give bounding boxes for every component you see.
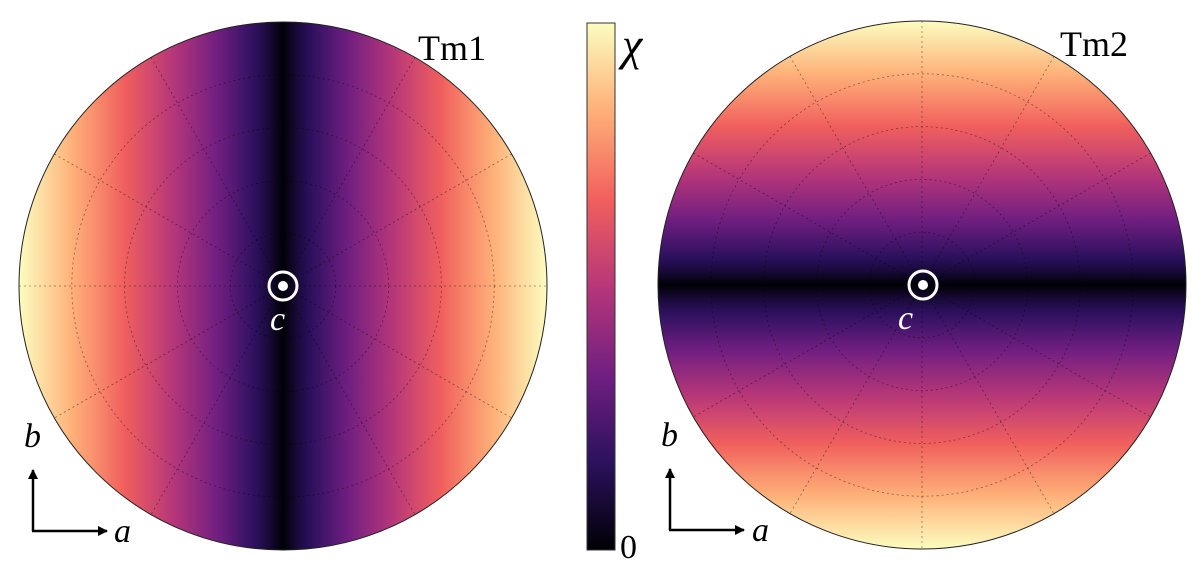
tm1-axes-indicator: b a [24, 418, 131, 550]
tm1-c-axis-symbol [267, 270, 299, 302]
colorbar-min-label: 0 [620, 529, 637, 566]
tm2-center-label: c [898, 300, 913, 337]
tm2-grid-ring-1 [868, 231, 976, 339]
tm1-disc-outline [18, 21, 548, 551]
tm2-grid-ring-3 [763, 126, 1081, 444]
tm2-title: Tm2 [1060, 24, 1128, 64]
colorbar: χ 0 [586, 19, 644, 566]
tm2-a-label: a [752, 512, 769, 549]
tm1-grid-ring-3 [124, 127, 442, 445]
tm1-b-label: b [24, 418, 41, 455]
tm2-polar-grid [658, 21, 1186, 549]
tm2-c-axis-symbol [907, 269, 939, 301]
tm1-grid-ring-1 [229, 232, 337, 340]
tm2-disc-outline [657, 20, 1187, 550]
tm2-grid-spoke-30 [693, 152, 1151, 418]
tm2-grid-ring-2 [816, 178, 1029, 391]
colorbar-gradient [586, 22, 616, 551]
tm2-grid-ring-4 [710, 73, 1134, 497]
tm1-title: Tm1 [418, 28, 486, 68]
tm1-polar-grid [19, 22, 547, 550]
panel-tm1: Tm1 c b a [18, 21, 548, 551]
tm1-center-label: c [270, 301, 285, 338]
tm2-axes-indicator: b a [661, 417, 769, 549]
panel-tm2: Tm2 c b a [657, 20, 1187, 550]
tm1-a-label: a [114, 513, 131, 550]
colorbar-symbol: χ [618, 19, 644, 70]
tm2-b-label: b [661, 417, 678, 454]
tm1-grid-ring-4 [71, 74, 495, 498]
tm1-grid-ring-2 [176, 179, 389, 392]
